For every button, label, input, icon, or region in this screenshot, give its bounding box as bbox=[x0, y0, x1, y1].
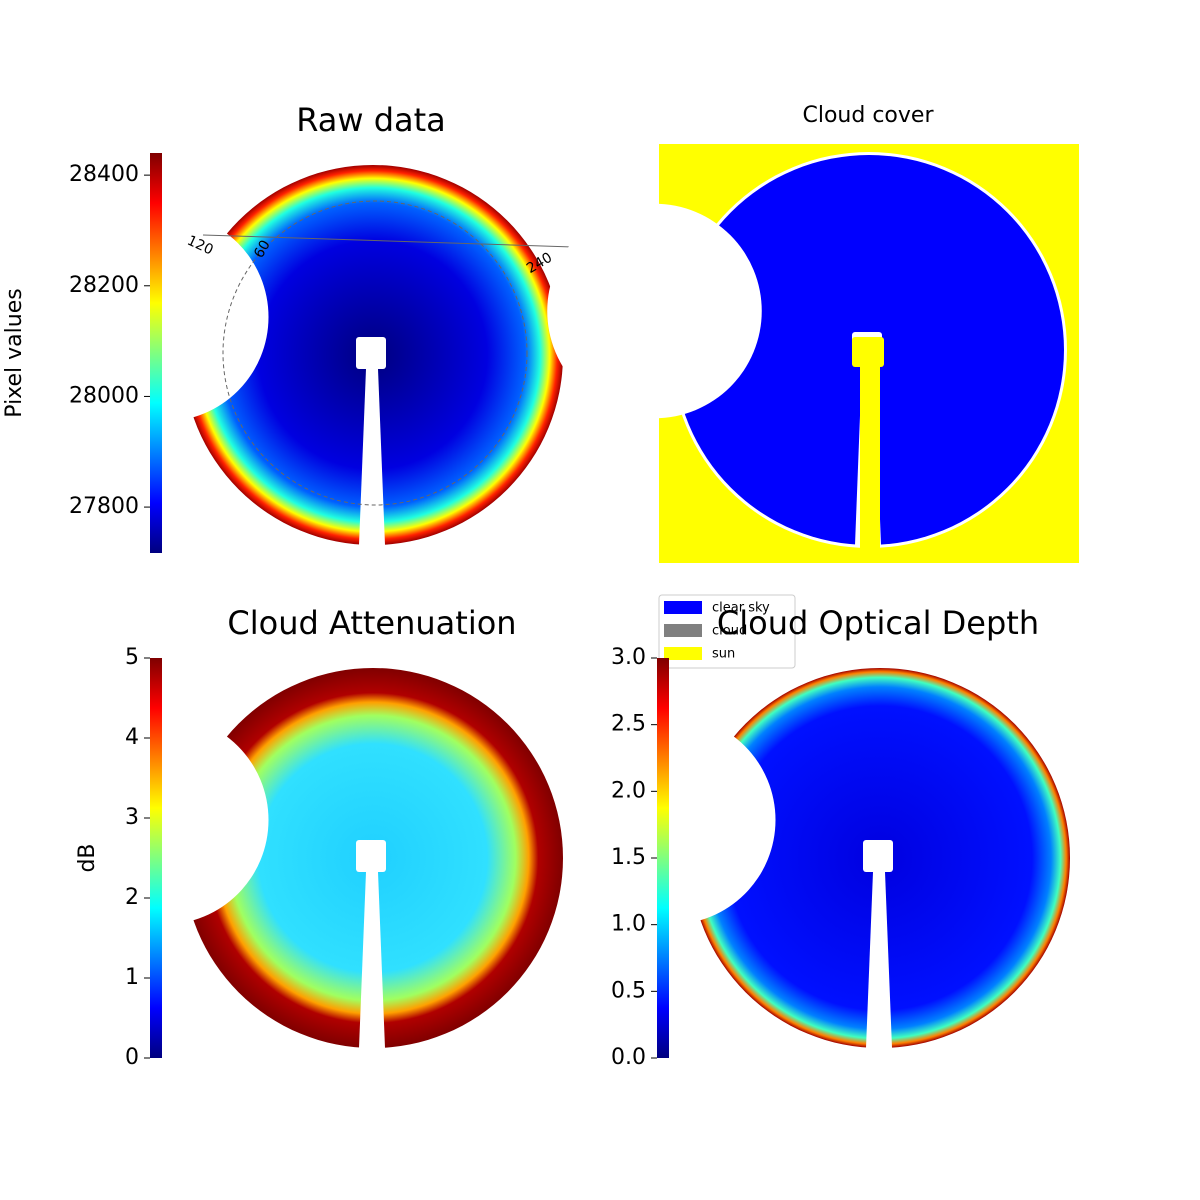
camera-mount bbox=[356, 337, 386, 369]
colorbar bbox=[657, 658, 669, 1058]
tick-label: 1 bbox=[125, 965, 139, 990]
tick-label: 5 bbox=[125, 645, 139, 670]
tick-label: 2 bbox=[125, 885, 139, 910]
panel-title: Cloud Optical Depth bbox=[717, 604, 1039, 642]
polar-label: 60 bbox=[251, 238, 274, 261]
panel-title: Cloud Attenuation bbox=[227, 604, 516, 642]
camera-mount bbox=[356, 840, 386, 872]
polar-axis bbox=[202, 234, 574, 248]
legend-label: clear sky bbox=[712, 601, 770, 616]
legend-swatch bbox=[664, 601, 702, 614]
tick-label: 0.0 bbox=[611, 1045, 646, 1070]
colorbar bbox=[150, 658, 162, 1058]
tick-label: 1.5 bbox=[611, 845, 646, 870]
tick-label: 28400 bbox=[69, 162, 139, 187]
tick-label: 2.0 bbox=[611, 778, 646, 803]
sun-arm bbox=[860, 360, 880, 550]
tick-label: 27800 bbox=[69, 494, 139, 519]
obstruction bbox=[566, 715, 776, 925]
colorbar bbox=[150, 153, 162, 553]
tick-label: 1.0 bbox=[611, 912, 646, 937]
camera-mount bbox=[863, 840, 893, 872]
legend-label: cloud bbox=[712, 624, 747, 639]
tick-label: 28200 bbox=[69, 273, 139, 298]
obstruction bbox=[59, 715, 269, 925]
tick-label: 4 bbox=[125, 725, 139, 750]
tick-label: 3.0 bbox=[611, 645, 646, 670]
colorbar-label: dB bbox=[75, 843, 100, 872]
panel-title: Cloud cover bbox=[803, 103, 935, 128]
camera-arm bbox=[359, 369, 385, 545]
obstruction bbox=[547, 203, 762, 419]
obstruction bbox=[59, 212, 269, 422]
tick-label: 3 bbox=[125, 805, 139, 830]
tick-label: 0 bbox=[125, 1045, 139, 1070]
legend-label: sun bbox=[712, 647, 735, 662]
legend-swatch bbox=[664, 647, 702, 660]
tick-label: 2.5 bbox=[611, 712, 646, 737]
panel-title: Raw data bbox=[296, 101, 446, 139]
sun-mount bbox=[852, 337, 884, 367]
tick-label: 28000 bbox=[69, 383, 139, 408]
camera-arm bbox=[866, 872, 892, 1048]
camera-arm bbox=[359, 872, 385, 1048]
legend-swatch bbox=[664, 624, 702, 637]
colorbar-label: Pixel values bbox=[2, 288, 27, 417]
tick-label: 0.5 bbox=[611, 978, 646, 1003]
polar-grid bbox=[222, 200, 528, 506]
